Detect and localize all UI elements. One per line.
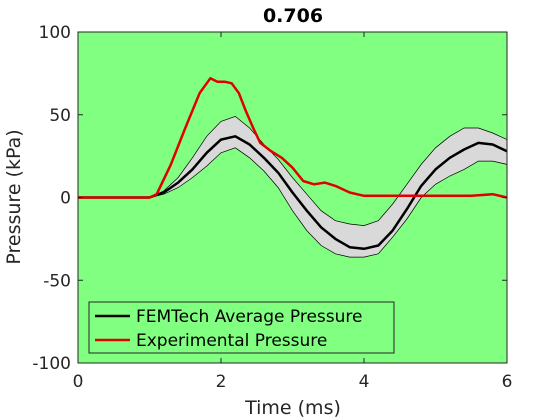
y-tick-label: 0 bbox=[60, 189, 71, 209]
y-tick-label: 100 bbox=[39, 23, 71, 43]
legend: FEMTech Average Pressure Experimental Pr… bbox=[88, 301, 395, 354]
x-tick-label: 6 bbox=[502, 372, 513, 392]
legend-label-femtech: FEMTech Average Pressure bbox=[136, 307, 362, 327]
series-layer bbox=[78, 77, 508, 251]
x-tick-label: 4 bbox=[359, 372, 370, 392]
y-tick-label: -100 bbox=[32, 354, 71, 374]
x-axis-label: Time (ms) bbox=[244, 397, 341, 419]
y-axis-label: Pressure (kPa) bbox=[3, 129, 25, 264]
chart-title: 0.706 bbox=[263, 5, 323, 27]
x-tick-label: 0 bbox=[73, 372, 84, 392]
legend-label-experimental: Experimental Pressure bbox=[136, 331, 327, 351]
legend-box bbox=[88, 301, 395, 354]
series-line-femtech bbox=[78, 135, 508, 251]
x-tick-label: 2 bbox=[216, 372, 227, 392]
y-tick-label: 50 bbox=[49, 106, 71, 126]
y-tick-label: -50 bbox=[43, 271, 71, 291]
tick-layer: 0 2 4 6 -100 -50 0 50 100 bbox=[32, 23, 512, 392]
series-line-experimental bbox=[78, 77, 508, 199]
